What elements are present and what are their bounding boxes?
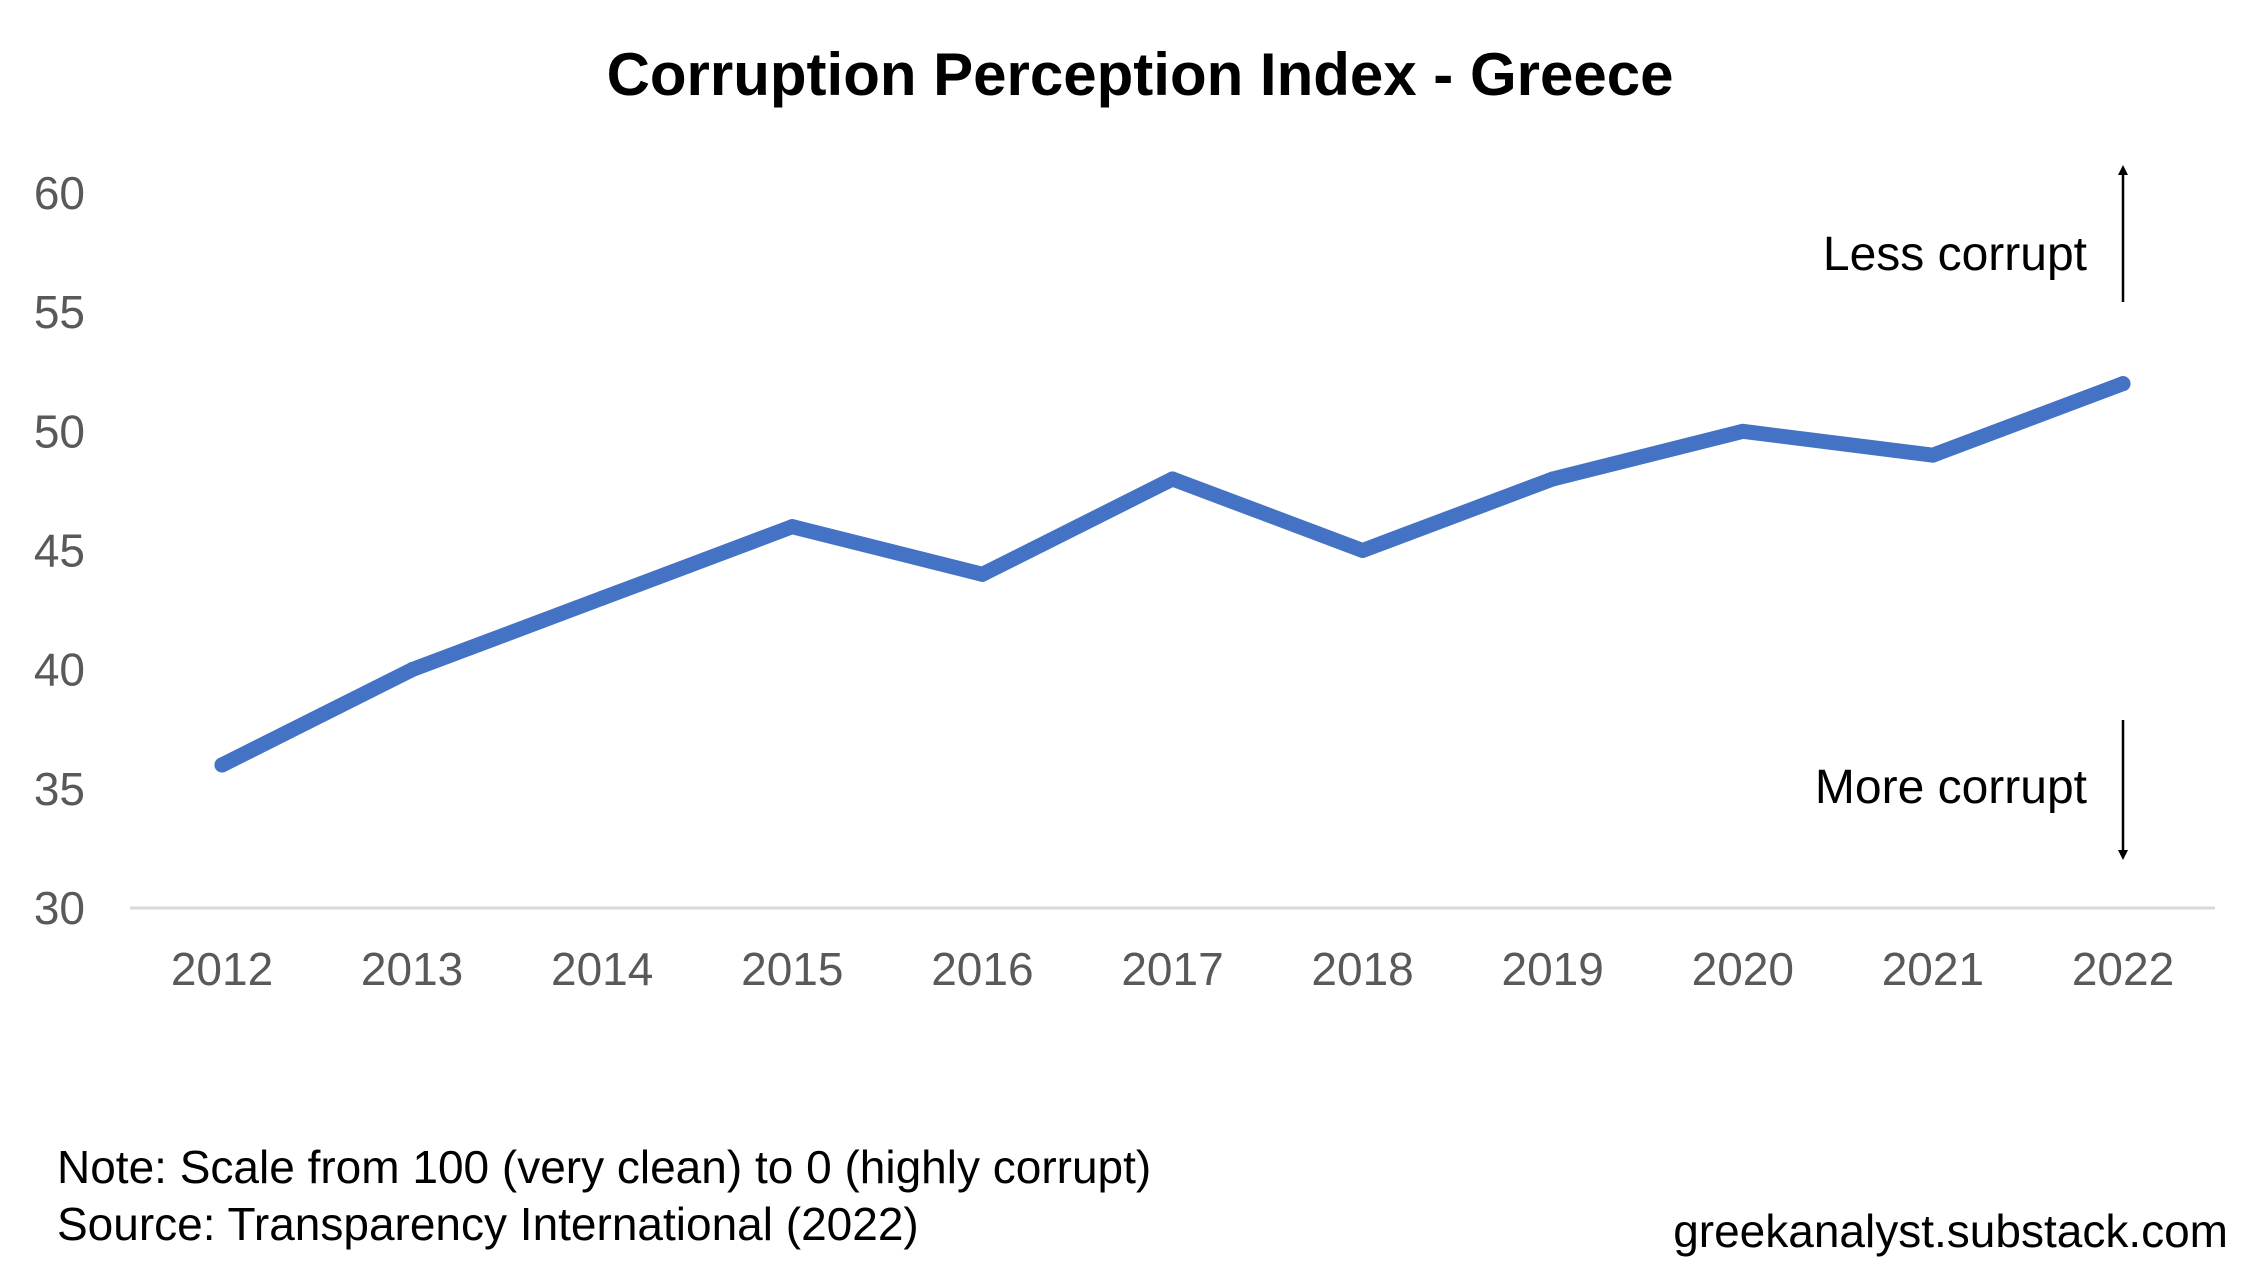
data-point [784, 519, 800, 535]
less-corrupt-label: Less corrupt [1823, 228, 2087, 281]
x-tick-label: 2022 [2072, 943, 2174, 995]
y-tick-label: 45 [34, 525, 85, 577]
chart-title: Corruption Perception Index - Greece [607, 41, 1674, 108]
data-point [2115, 376, 2131, 392]
y-tick-label: 55 [34, 286, 85, 338]
y-tick-label: 60 [34, 167, 85, 219]
data-point [1545, 471, 1561, 487]
x-tick-label: 2020 [1692, 943, 1794, 995]
source-text: Source: Transparency International (2022… [57, 1198, 919, 1250]
y-tick-label: 40 [34, 644, 85, 696]
x-tick-label: 2013 [361, 943, 463, 995]
y-axis-ticks: 30 35 40 45 50 55 60 [34, 167, 85, 934]
x-tick-label: 2018 [1311, 943, 1413, 995]
x-tick-label: 2021 [1882, 943, 1984, 995]
data-point [1165, 471, 1180, 487]
y-tick-label: 30 [34, 882, 85, 934]
y-tick-label: 50 [34, 405, 85, 457]
more-corrupt-label: More corrupt [1815, 761, 2087, 814]
data-point [974, 566, 990, 582]
x-tick-label: 2012 [171, 943, 273, 995]
data-point [404, 662, 420, 678]
note-text: Note: Scale from 100 (very clean) to 0 (… [57, 1141, 1151, 1193]
credit-text: greekanalyst.substack.com [1673, 1205, 2228, 1257]
y-tick-label: 35 [34, 763, 85, 815]
data-points [214, 376, 2131, 773]
x-axis-ticks: 2012 2013 2014 2015 2016 2017 2018 2019 2020 2021… [171, 943, 2174, 995]
data-point [1355, 543, 1371, 558]
x-tick-label: 2014 [551, 943, 653, 995]
x-tick-label: 2015 [741, 943, 843, 995]
data-point [1925, 447, 1941, 463]
series-line [214, 376, 2131, 773]
x-tick-label: 2016 [931, 943, 1033, 995]
data-point [214, 757, 230, 773]
x-tick-label: 2017 [1121, 943, 1223, 995]
data-point [1735, 423, 1751, 439]
data-point [594, 590, 610, 606]
x-tick-label: 2019 [1502, 943, 1604, 995]
